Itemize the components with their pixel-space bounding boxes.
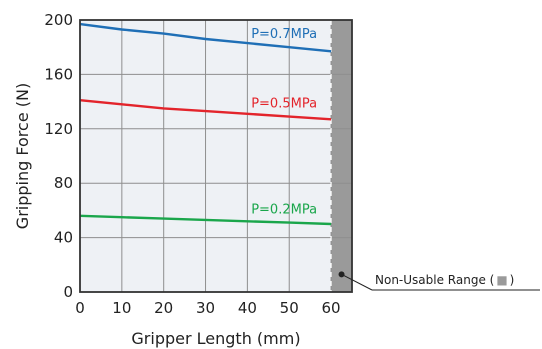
x-tick-label: 0 <box>75 299 85 317</box>
y-tick-label: 160 <box>44 65 73 83</box>
callout-dot <box>338 271 345 278</box>
series-label: P=0.5MPa <box>251 97 317 112</box>
non-usable-callout: Non-Usable Range (■) <box>338 271 540 291</box>
x-tick-label: 60 <box>322 299 341 317</box>
y-tick-label: 0 <box>63 283 73 301</box>
x-axis-label: Gripper Length (mm) <box>131 329 300 348</box>
x-tick-label: 30 <box>196 299 215 317</box>
non-usable-range-label: Non-Usable Range (■) <box>375 273 514 287</box>
x-tick-label: 10 <box>112 299 131 317</box>
x-tick-label: 50 <box>280 299 299 317</box>
y-tick-label: 40 <box>54 229 73 247</box>
callout-leader-line <box>341 273 373 291</box>
x-tick-labels: 0 10 20 30 40 50 60 <box>75 299 340 317</box>
series-line <box>79 214 332 226</box>
y-axis-label: Gripping Force (N) <box>13 83 32 229</box>
series-label: P=0.7MPa <box>251 27 317 42</box>
y-tick-label: 200 <box>44 11 73 29</box>
plot-background <box>80 20 352 292</box>
series-line <box>79 22 332 53</box>
plot-frame <box>79 19 353 293</box>
x-tick-label: 40 <box>238 299 257 317</box>
non-usable-range-label-text: Non-Usable Range ( <box>375 273 494 287</box>
y-tick-label: 120 <box>44 120 73 138</box>
series-labels: P=0.7MPa P=0.5MPa P=0.2MPa <box>251 27 317 217</box>
series-line <box>79 99 332 121</box>
non-usable-range-label-suffix: ) <box>510 273 515 287</box>
gray-square-icon: ■ <box>496 273 507 287</box>
non-usable-region <box>331 20 352 292</box>
x-tick-label: 20 <box>154 299 173 317</box>
y-tick-label: 80 <box>54 174 73 192</box>
series-lines <box>79 22 332 226</box>
series-label: P=0.2MPa <box>251 203 317 218</box>
grid-lines <box>80 20 352 292</box>
y-tick-labels: 0 40 80 120 160 200 <box>44 11 73 301</box>
